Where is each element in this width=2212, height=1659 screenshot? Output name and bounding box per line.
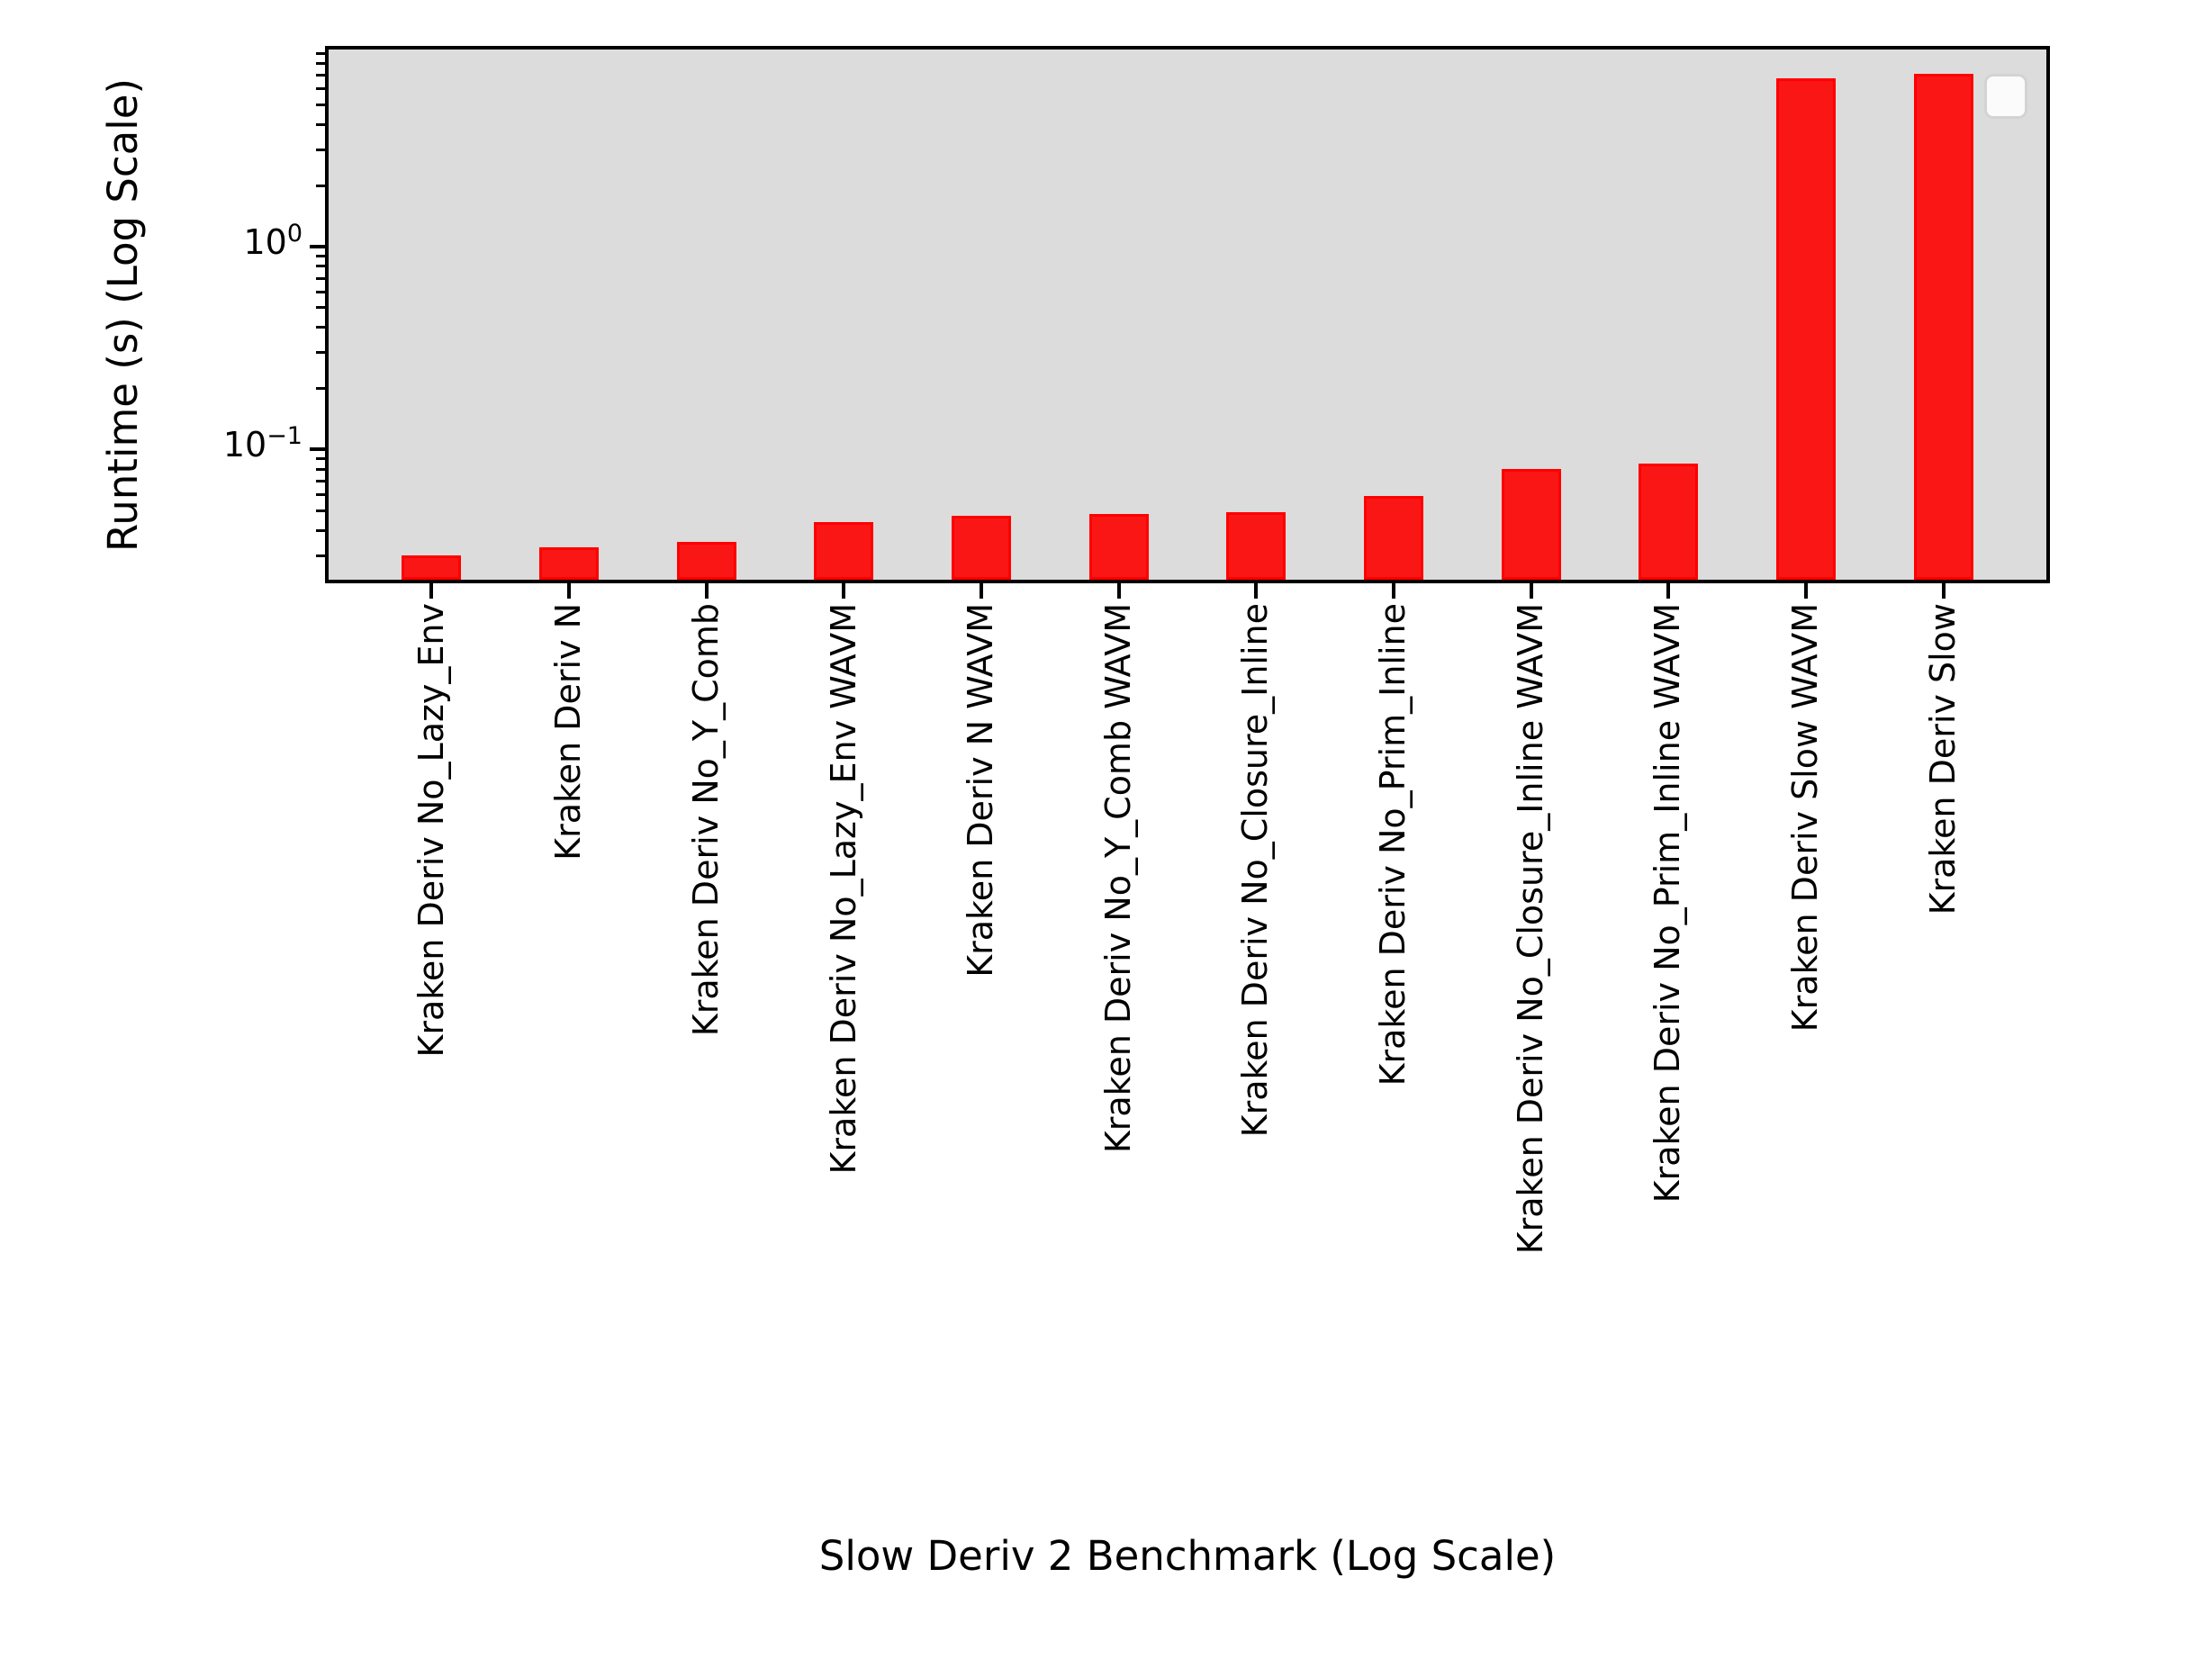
x-tick [842, 583, 846, 599]
x-tick-label-text: Kraken Deriv N WAVM [961, 603, 1001, 978]
bar [402, 555, 462, 580]
x-tick-label: Kraken Deriv Slow WAVM [1770, 603, 1842, 1032]
y-minor-tick [316, 62, 325, 66]
y-tick-label-exponent: 0 [286, 220, 302, 248]
x-tick-label: Kraken Deriv No_Y_Comb WAVM [1083, 603, 1155, 1153]
y-minor-tick [316, 290, 325, 293]
x-tick [1254, 583, 1259, 599]
x-tick-label-text: Kraken Deriv No_Lazy_Env [411, 603, 451, 1058]
y-minor-tick [316, 74, 325, 77]
y-minor-tick [316, 326, 325, 329]
bar [1363, 496, 1423, 580]
y-minor-tick [316, 51, 325, 55]
y-minor-tick [316, 554, 325, 557]
x-tick-label-text: Kraken Deriv No_Prim_Inline WAVM [1648, 603, 1688, 1204]
x-tick [429, 583, 434, 599]
bar [676, 542, 736, 580]
y-minor-tick [316, 479, 325, 482]
x-tick-label-text: Kraken Deriv Slow WAVM [1785, 603, 1826, 1032]
y-major-tick [310, 245, 325, 249]
y-minor-tick [316, 457, 325, 461]
x-tick-label-text: Kraken Deriv No_Closure_Inline WAVM [1510, 603, 1550, 1255]
y-minor-tick [316, 265, 325, 268]
x-axis-title: Slow Deriv 2 Benchmark (Log Scale) [818, 1532, 1557, 1580]
y-minor-tick [316, 254, 325, 257]
y-axis-title-text: Runtime (s) (Log Scale) [98, 77, 147, 552]
x-tick-label: Kraken Deriv No_Lazy_Env [395, 603, 467, 1058]
x-tick [704, 583, 709, 599]
bar [952, 516, 1012, 580]
y-minor-tick [316, 509, 325, 512]
y-minor-tick [316, 87, 325, 91]
y-minor-tick [316, 351, 325, 355]
y-minor-tick [316, 104, 325, 107]
y-minor-tick [316, 184, 325, 187]
x-tick-label: Kraken Deriv Slow [1908, 603, 1980, 915]
y-minor-tick [316, 276, 325, 280]
y-minor-tick [316, 306, 325, 310]
y-minor-tick [316, 528, 325, 532]
x-tick [1803, 583, 1808, 599]
plot-area [325, 46, 2050, 583]
y-axis-title: Runtime (s) (Log Scale) [86, 50, 158, 580]
bar [1088, 514, 1149, 580]
x-tick-label-text: Kraken Deriv No_Closure_Inline [1235, 603, 1276, 1138]
x-tick-label-text: Kraken Deriv No_Y_Comb WAVM [1097, 603, 1138, 1154]
x-tick-label-text: Kraken Deriv N [548, 603, 589, 861]
x-tick [1666, 583, 1671, 599]
x-tick-label: Kraken Deriv N WAVM [945, 603, 1017, 978]
x-tick-label-text: Kraken Deriv No_Lazy_Env WAVM [823, 603, 863, 1175]
bar [1226, 512, 1287, 580]
bar [539, 546, 600, 580]
x-tick-label: Kraken Deriv No_Prim_Inline WAVM [1632, 603, 1704, 1203]
x-tick [1529, 583, 1533, 599]
bar [1775, 77, 1836, 580]
x-tick-label: Kraken Deriv No_Prim_Inline [1358, 603, 1430, 1086]
x-tick [567, 583, 572, 599]
x-tick [980, 583, 984, 599]
legend-box [1984, 74, 2027, 119]
bar [1639, 464, 1699, 580]
x-tick [1116, 583, 1121, 599]
y-tick-label-base: 10 [222, 425, 267, 465]
x-tick-label: Kraken Deriv No_Lazy_Env WAVM [808, 603, 880, 1174]
x-tick-label-text: Kraken Deriv No_Y_Comb [685, 603, 726, 1037]
y-tick-label-exponent: −1 [266, 422, 302, 451]
y-minor-tick [316, 492, 325, 496]
bar [1913, 73, 1973, 580]
x-tick [1391, 583, 1395, 599]
y-minor-tick [316, 149, 325, 152]
y-tick-label: 100 [0, 220, 302, 264]
y-tick-label: 10−1 [0, 422, 302, 466]
x-tick [1941, 583, 1946, 599]
x-tick-label-text: Kraken Deriv Slow [1922, 603, 1963, 915]
x-tick-label: Kraken Deriv No_Y_Comb [671, 603, 743, 1036]
y-minor-tick [316, 123, 325, 127]
y-minor-tick [316, 467, 325, 471]
x-tick-label: Kraken Deriv No_Closure_Inline [1220, 603, 1292, 1137]
bar [1501, 469, 1561, 580]
bar [814, 521, 874, 580]
y-tick-label-base: 10 [243, 222, 287, 263]
y-major-tick [310, 447, 325, 452]
x-tick-label-text: Kraken Deriv No_Prim_Inline [1373, 603, 1413, 1086]
y-minor-tick [316, 387, 325, 391]
x-tick-label: Kraken Deriv N [533, 603, 605, 861]
x-tick-label: Kraken Deriv No_Closure_Inline WAVM [1495, 603, 1567, 1254]
